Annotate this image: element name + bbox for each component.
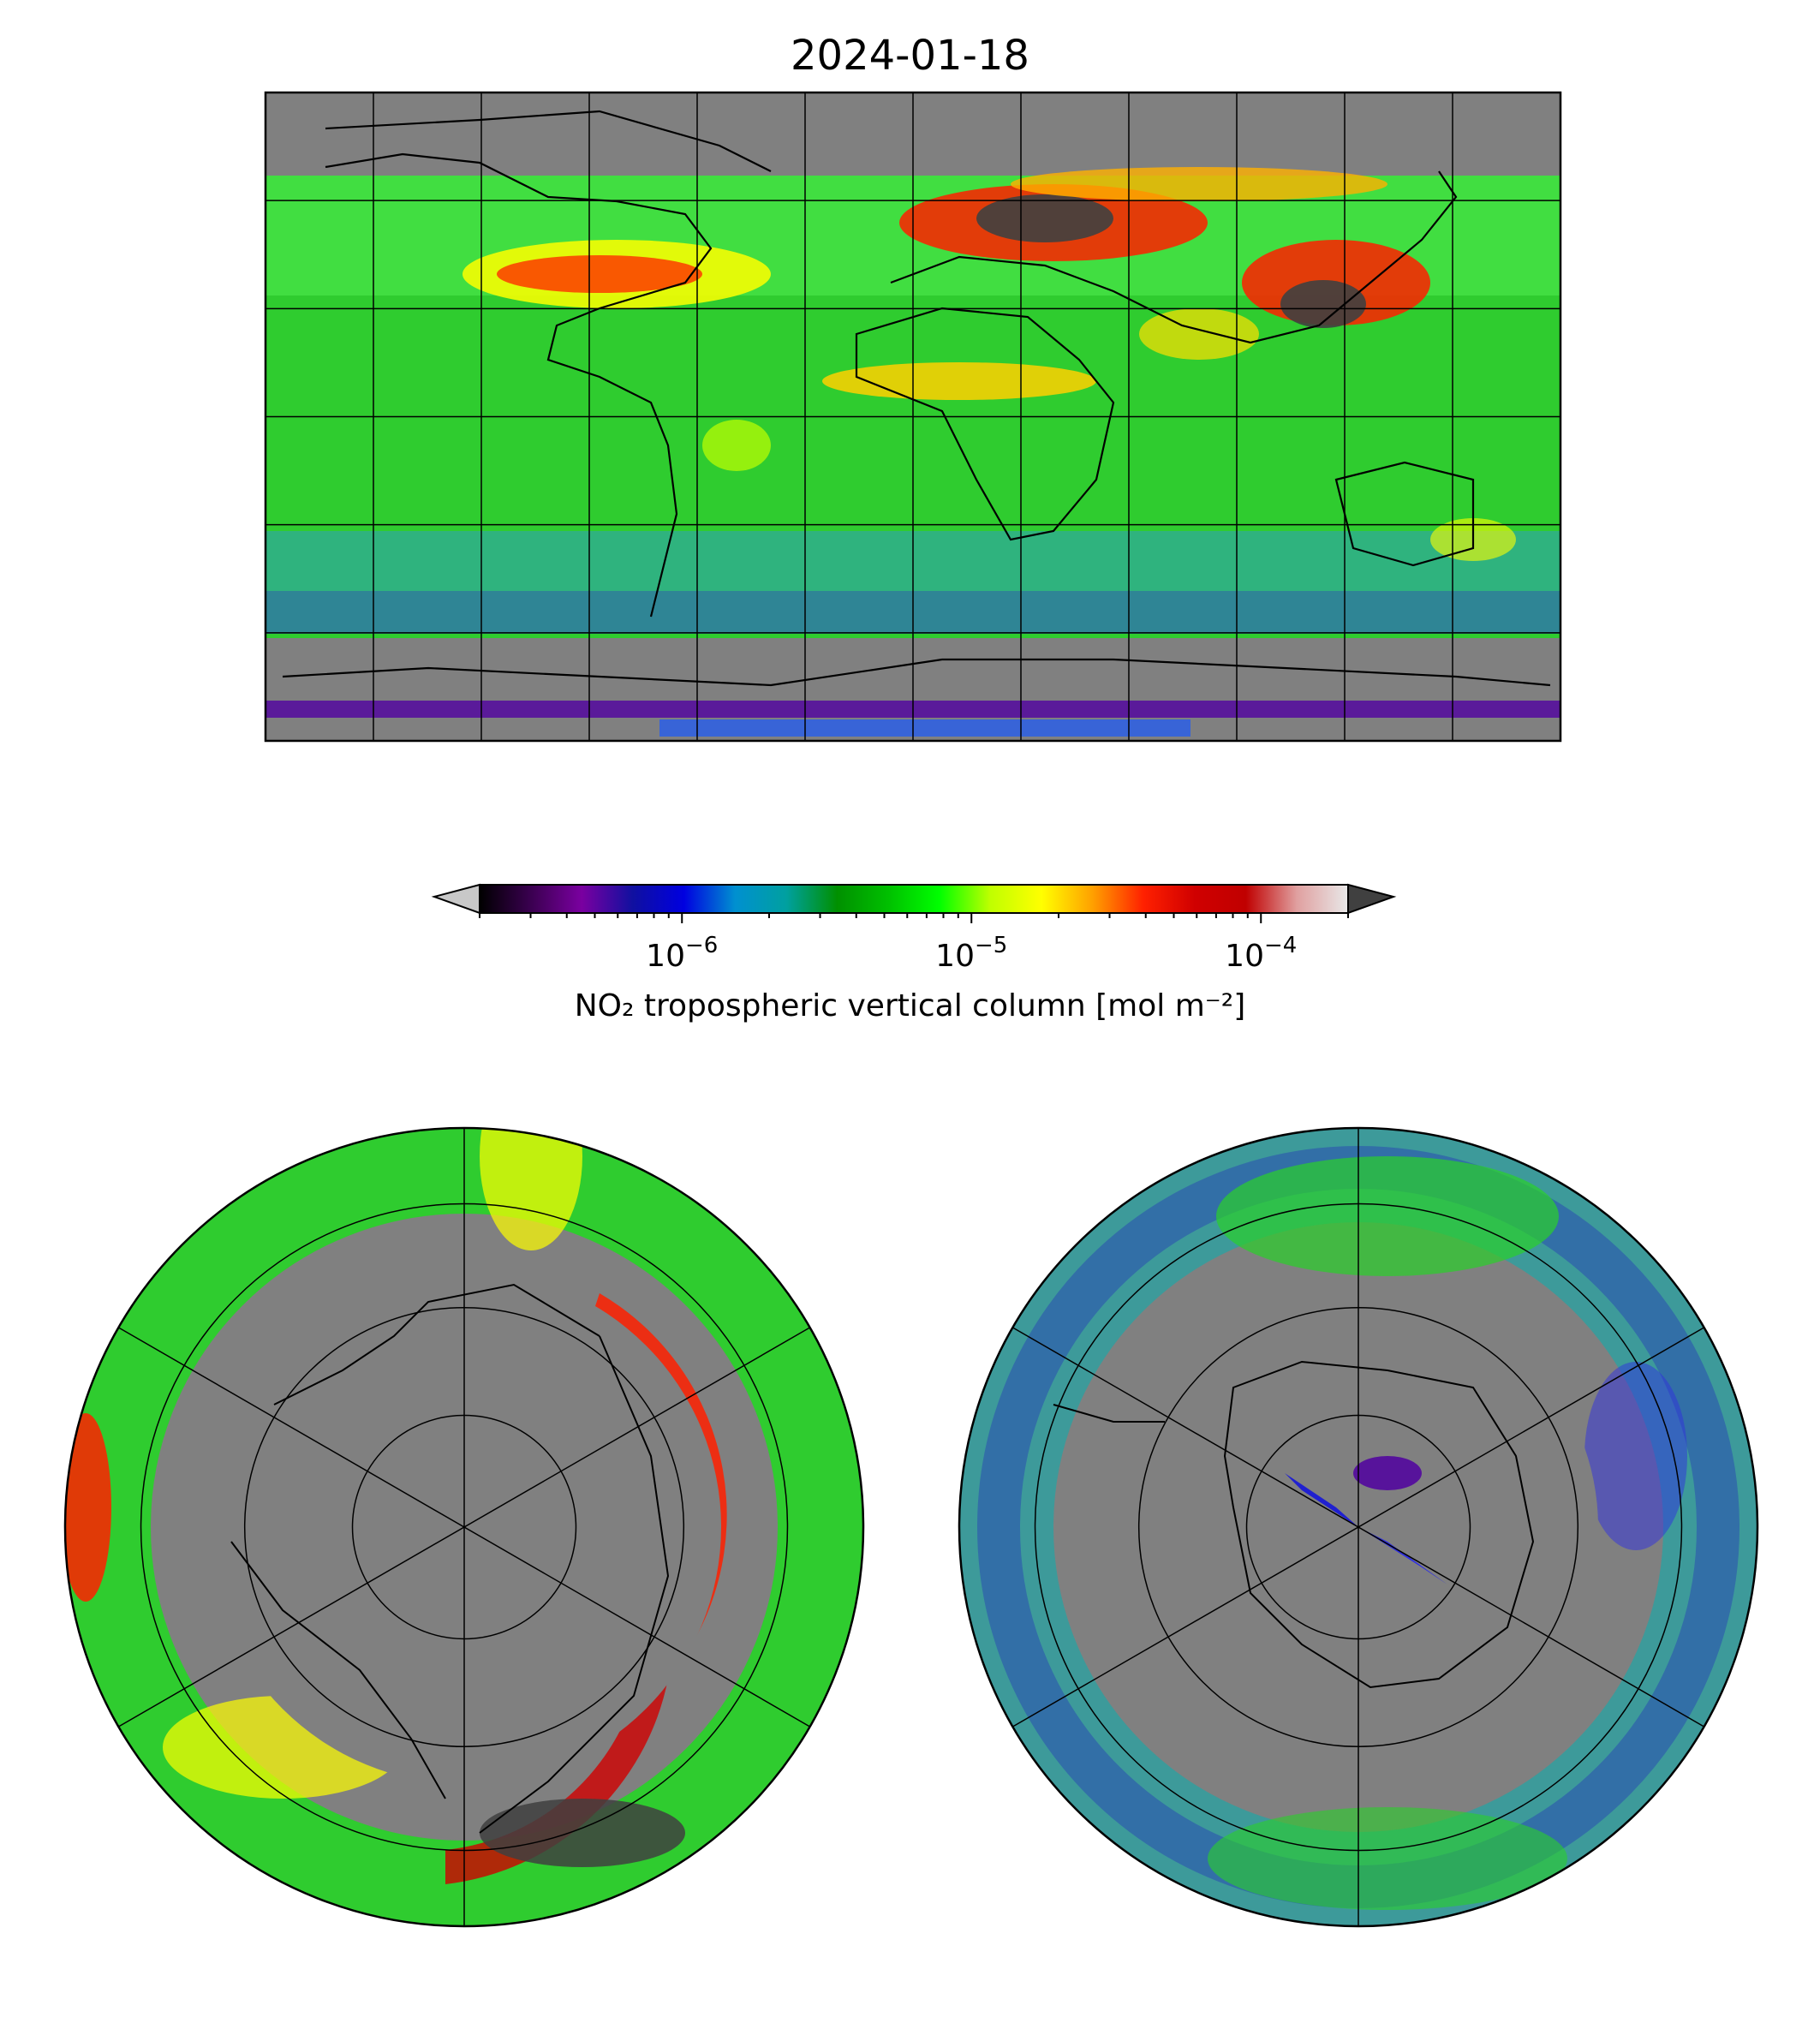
- north-polar-field: [65, 1128, 863, 1926]
- tick-base: 10: [1225, 939, 1264, 974]
- global-coast-eurasia: [890, 170, 1458, 344]
- tick-base: 10: [935, 939, 975, 974]
- north-field-america-band: [65, 1413, 111, 1602]
- colorbar-tick-label: 10−6: [646, 933, 718, 974]
- colorbar: 10−6 10−5 10−4: [431, 883, 1397, 974]
- north-field-europe-core: [480, 1799, 685, 1867]
- global-coast-africa: [855, 307, 1115, 541]
- colorbar-tick-labels: 10−6 10−5 10−4: [646, 933, 1297, 974]
- colorbar-tick-label: 10−4: [1225, 933, 1297, 974]
- north-coast-eurasia: [479, 1335, 670, 1834]
- colorbar-tick-label: 10−5: [935, 933, 1007, 974]
- north-field-siberia: [480, 1128, 582, 1250]
- colorbar-gradient: [479, 884, 1349, 914]
- global-field-north-america-core: [497, 255, 702, 293]
- south-polar-map: [958, 1126, 1759, 1928]
- global-field-sahel: [822, 362, 1096, 400]
- global-map-frame: [264, 91, 1562, 743]
- south-gridlines: [1012, 1128, 1704, 1926]
- south-polar-field: [959, 1128, 1757, 1926]
- global-coast-antarctica: [282, 658, 1551, 687]
- north-polar-frame: [63, 1126, 865, 1928]
- north-gridlines: [118, 1128, 810, 1926]
- south-coast-antarctica: [1223, 1360, 1535, 1689]
- south-coast-peninsula: [1053, 1404, 1165, 1423]
- colorbar-under-extension: [431, 883, 480, 915]
- north-coast-greenland: [230, 1541, 446, 1799]
- global-map: [264, 91, 1562, 743]
- colorbar-label: NO₂ tropospheric vertical column [mol m⁻…: [574, 988, 1246, 1023]
- south-field-indian: [1208, 1807, 1567, 1910]
- global-field-south-america: [702, 420, 771, 471]
- polar-meridian: [1012, 1327, 1704, 1728]
- south-field-pacific: [1216, 1156, 1559, 1276]
- colorbar-ticks: [479, 913, 1349, 923]
- tick-exponent: −4: [1264, 933, 1297, 958]
- tick-exponent: −6: [685, 933, 718, 958]
- global-field-antarctic-blue: [659, 719, 1190, 737]
- south-field-east: [1584, 1362, 1687, 1550]
- south-coastlines: [1053, 1360, 1535, 1689]
- global-map-field: [266, 92, 1560, 741]
- tick-exponent: −5: [975, 933, 1007, 958]
- global-field-siberia: [1011, 167, 1387, 201]
- global-field-europe-core: [976, 194, 1113, 242]
- north-polar-map: [63, 1126, 865, 1928]
- south-field-plateau-purple: [1353, 1456, 1422, 1490]
- south-polar-frame: [958, 1126, 1759, 1928]
- north-coast-arctic-islands: [273, 1283, 600, 1405]
- polar-meridian: [118, 1327, 810, 1728]
- figure-title: 2024-01-18: [791, 32, 1029, 80]
- north-coastlines: [230, 1283, 670, 1834]
- global-gridlines: [266, 92, 1560, 741]
- south-field-plateau-blue: [1285, 1473, 1358, 1527]
- tick-base: 10: [646, 939, 685, 974]
- global-coast-australia: [1334, 461, 1475, 567]
- global-coast-arctic: [325, 110, 772, 172]
- global-field-india: [1139, 308, 1259, 360]
- colorbar-over-extension: [1347, 883, 1397, 915]
